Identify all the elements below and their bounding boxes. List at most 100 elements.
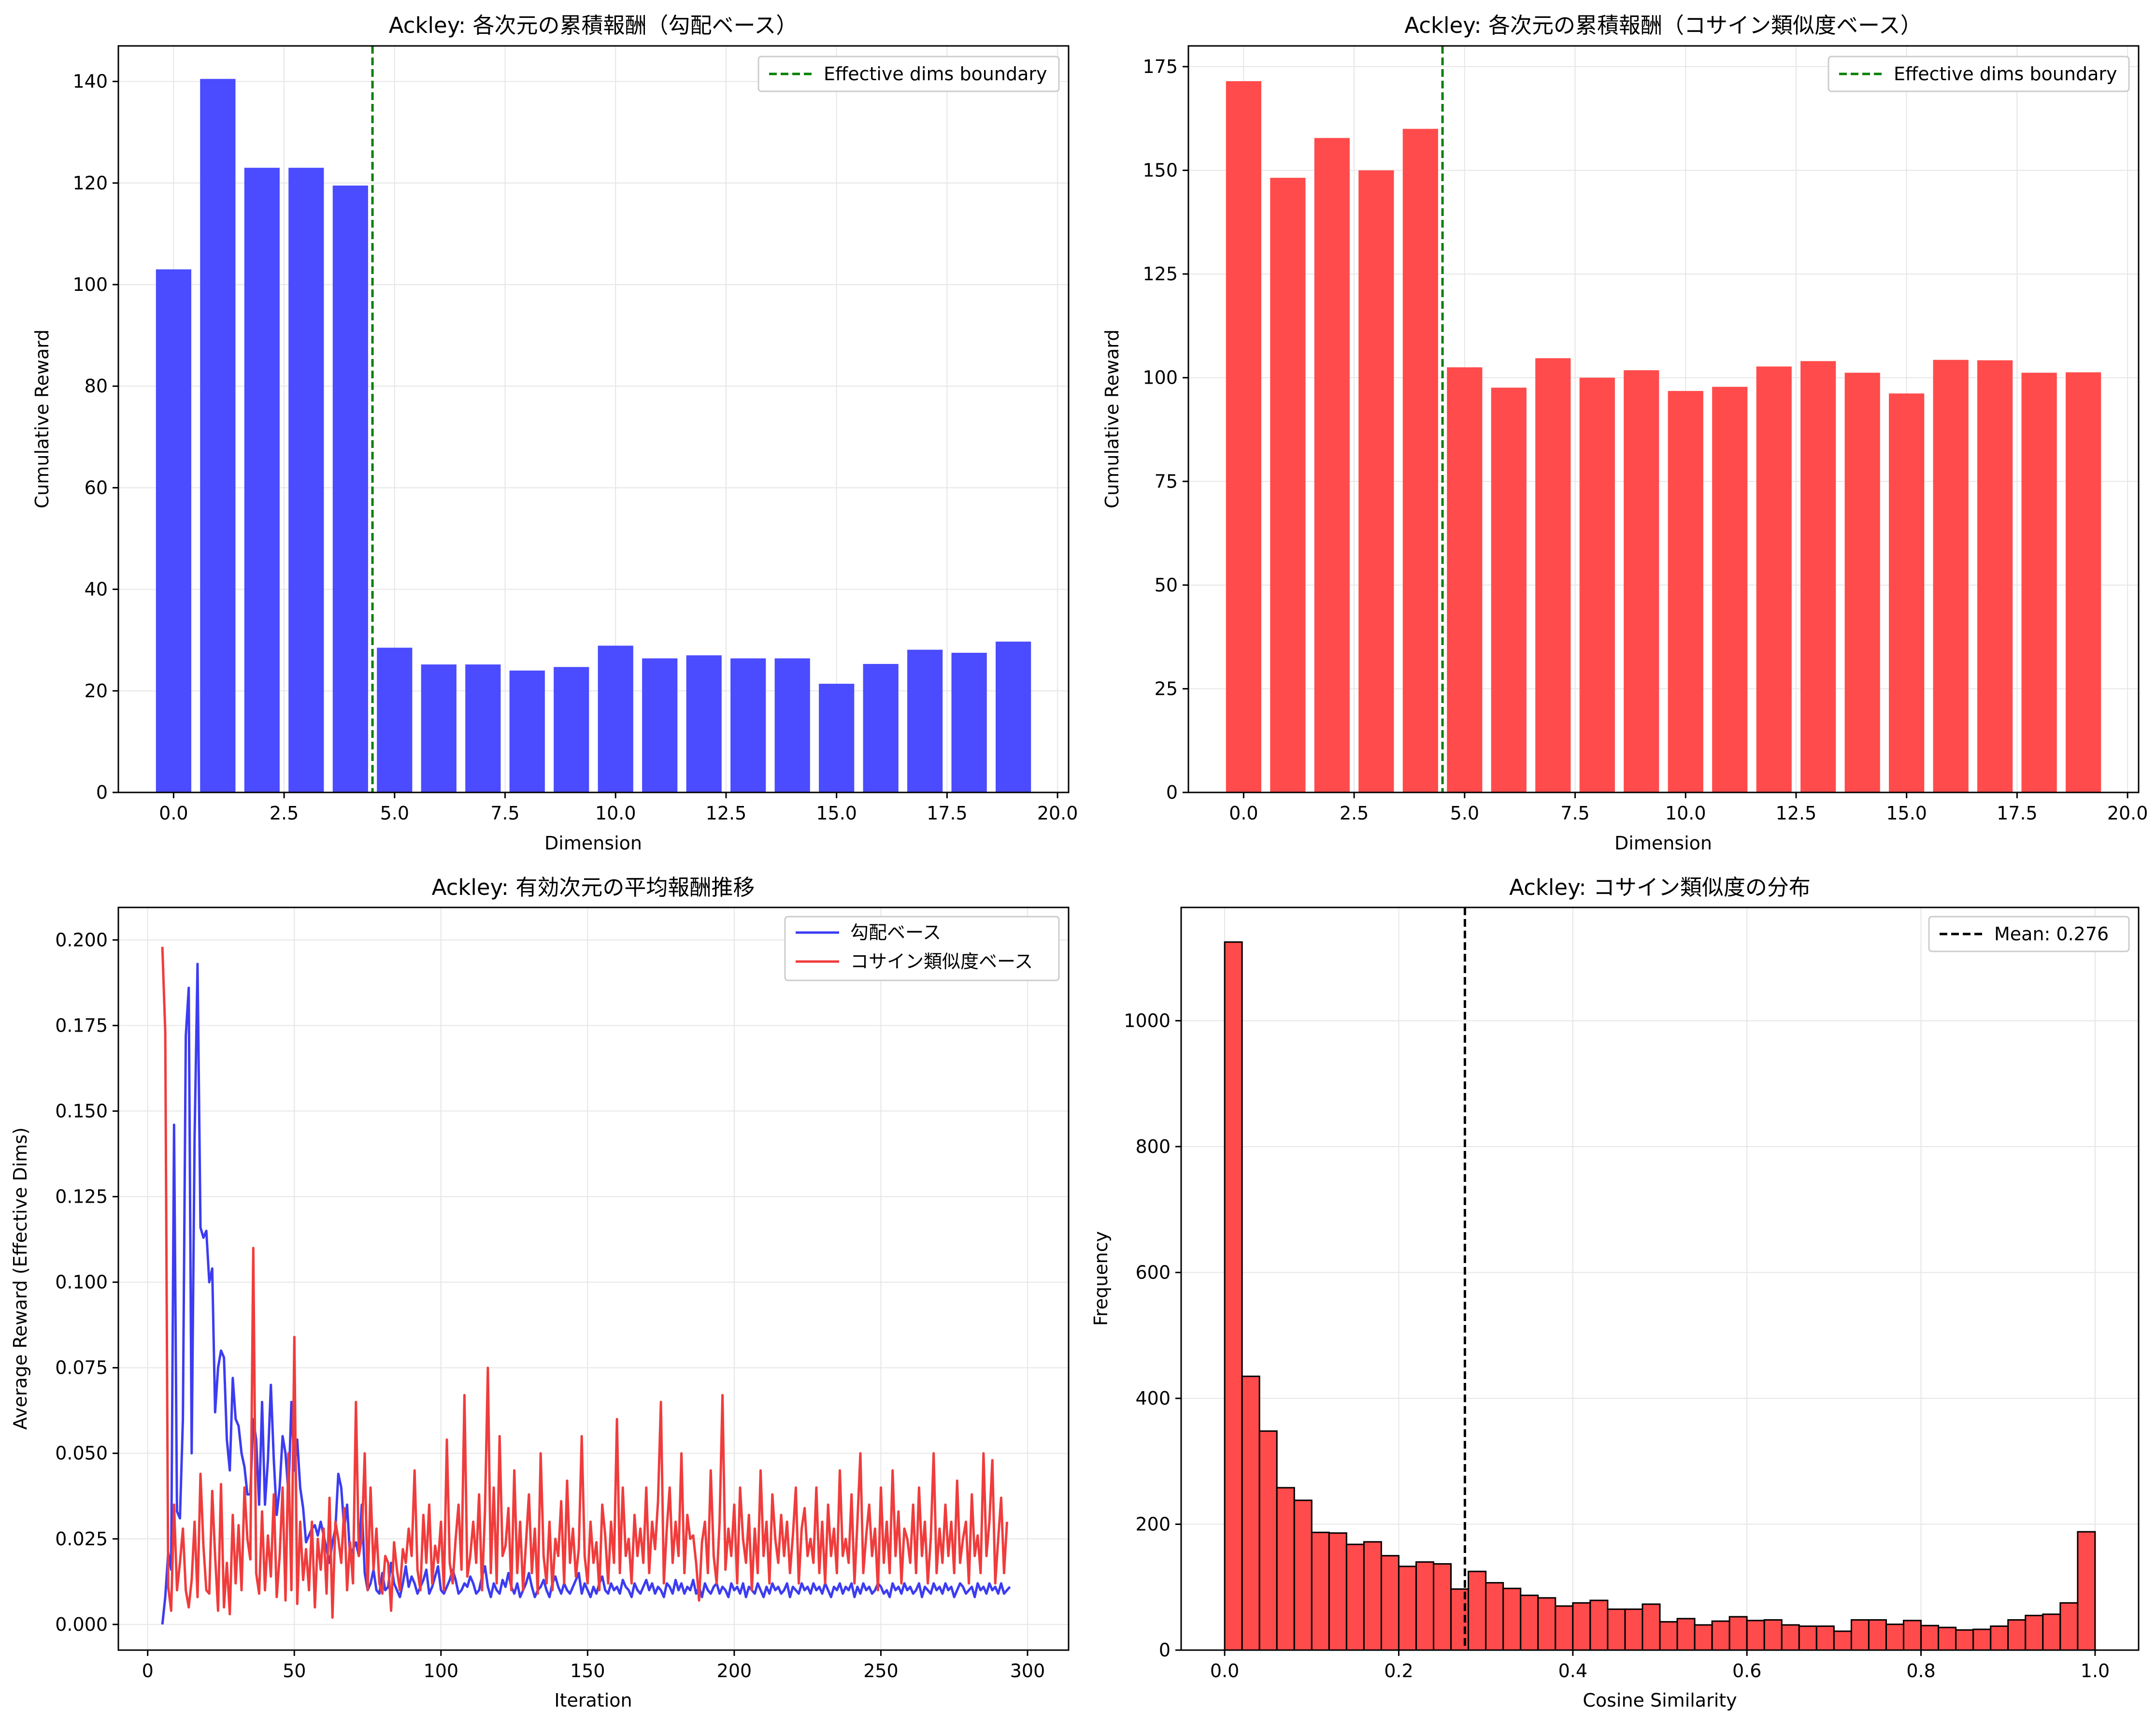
histogram-bar	[1694, 1624, 1713, 1651]
histogram-bar	[1746, 1620, 1765, 1651]
x-tick-label: 0.8	[1906, 1660, 1935, 1682]
x-tick-label: 200	[717, 1660, 752, 1682]
x-tick-label: 300	[1010, 1660, 1045, 1682]
x-ticks: 0 50 100 150 200 250 300	[142, 1650, 1045, 1682]
y-tick-label: 100	[72, 274, 108, 295]
y-tick-label: 0.075	[55, 1357, 108, 1379]
y-tick-label: 20	[85, 680, 108, 702]
legend-box	[784, 916, 1060, 981]
bar	[774, 658, 810, 792]
histogram-bar	[1485, 1582, 1504, 1651]
bar	[1624, 370, 1659, 792]
y-tick-label: 0	[1159, 1639, 1171, 1661]
axes-frame	[1180, 906, 2140, 1651]
y-tick-label: 0.175	[55, 1015, 108, 1036]
y-tick-label: 0.025	[55, 1528, 108, 1550]
bars	[1226, 81, 2101, 793]
panel-cosine-bars: 0.0 2.5 5.0 7.5 10.0 12.5 15.0 17.5 20.0 0 25 50 75…	[1101, 13, 2148, 854]
bar	[863, 664, 899, 792]
legend-label-boundary: Effective dims boundary	[824, 63, 1047, 85]
legend-label-cosine: コサイン類似度ベース	[850, 951, 1033, 972]
panel-title: Ackley: 各次元の累積報酬（コサイン類似度ベース）	[1404, 13, 1922, 38]
bar	[1712, 387, 1748, 792]
x-ticks: 0.0 2.5 5.0 7.5 10.0 12.5 15.0 17.5 20.0	[159, 792, 1078, 824]
x-tick-label: 7.5	[490, 803, 519, 824]
y-tick-label: 120	[72, 172, 108, 194]
y-ticks: 0 200 400 600 800 1000	[1124, 1010, 1181, 1661]
x-tick-label: 2.5	[1340, 803, 1369, 824]
x-tick-label: 15.0	[816, 803, 857, 824]
axes-frame	[1187, 45, 2140, 793]
histogram-bar	[2007, 1619, 2027, 1651]
histogram-bar	[1433, 1563, 1452, 1651]
y-axis-label: Frequency	[1090, 1231, 1112, 1326]
histogram-bar	[1920, 1624, 1940, 1651]
x-tick-label: 0.0	[1210, 1660, 1239, 1682]
legend-label-boundary: Effective dims boundary	[1894, 63, 2117, 85]
y-tick-label: 0.050	[55, 1443, 108, 1464]
x-ticks: 0.0 2.5 5.0 7.5 10.0 12.5 15.0 17.5 20.0	[1229, 792, 2148, 824]
bar	[1491, 388, 1527, 792]
bar	[642, 658, 678, 792]
y-tick-label: 150	[1142, 160, 1178, 181]
bar	[1800, 361, 1836, 792]
x-tick-label: 20.0	[2107, 803, 2148, 824]
x-tick-label: 20.0	[1037, 803, 1078, 824]
x-tick-label: 0.6	[1732, 1660, 1761, 1682]
panel-cosine-histogram: 0.0 0.2 0.4 0.6 0.8 1.0 0 200 400 600 800 1000 Ack…	[1090, 875, 2140, 1711]
histogram-bar	[1293, 1499, 1313, 1651]
y-tick-label: 175	[1142, 56, 1178, 77]
histogram-bar	[1555, 1605, 1574, 1651]
series-line-gradient	[161, 963, 1011, 1625]
bar	[730, 658, 766, 792]
histogram-bar	[1468, 1570, 1487, 1651]
histogram-bar	[1520, 1595, 1539, 1651]
bar	[2021, 373, 2057, 792]
histogram-bar	[1328, 1532, 1347, 1651]
x-tick-label: 12.5	[1776, 803, 1817, 824]
histogram-bar	[1868, 1619, 1887, 1651]
histogram-bar	[1815, 1625, 1835, 1651]
histogram-bar	[1659, 1621, 1678, 1651]
bar	[1668, 391, 1703, 792]
histogram-bar	[1502, 1587, 1522, 1651]
legend: Effective dims boundary	[1828, 56, 2130, 92]
bar	[1402, 129, 1438, 793]
histogram-bar	[1885, 1624, 1905, 1651]
bar	[819, 684, 855, 792]
bar	[421, 664, 457, 792]
histogram-bar	[2077, 1531, 2096, 1651]
histogram-bar	[1972, 1628, 1992, 1651]
x-tick-label: 7.5	[1560, 803, 1589, 824]
histogram-bar	[1676, 1618, 1696, 1651]
y-tick-label: 140	[72, 71, 108, 92]
x-tick-label: 10.0	[595, 803, 636, 824]
y-tick-label: 40	[85, 579, 108, 600]
bar	[686, 655, 722, 792]
bar	[1579, 377, 1615, 792]
y-tick-label: 25	[1155, 678, 1178, 699]
bar	[288, 168, 324, 793]
legend-box	[757, 56, 1060, 92]
histogram-bar	[1833, 1630, 1852, 1651]
histogram-bar	[2042, 1613, 2061, 1651]
y-ticks: 0 25 50 75 100 125 150 175	[1142, 56, 1188, 803]
bar	[1447, 367, 1483, 792]
x-tick-label: 12.5	[706, 803, 747, 824]
bar	[465, 664, 501, 792]
lines	[161, 947, 1011, 1625]
bar	[200, 79, 236, 793]
y-tick-label: 200	[1135, 1513, 1171, 1535]
x-axis-label: Iteration	[554, 1690, 632, 1711]
y-tick-label: 0.100	[55, 1272, 108, 1293]
bar	[1535, 358, 1571, 792]
y-tick-label: 600	[1135, 1262, 1171, 1283]
panel-gradient-bars: 0.0 2.5 5.0 7.5 10.0 12.5 15.0 17.5 20.0 0 20 40 60…	[31, 13, 1078, 854]
bar	[332, 186, 368, 792]
y-tick-label: 60	[85, 477, 108, 498]
y-tick-label: 75	[1155, 471, 1178, 492]
histogram-bar	[1537, 1597, 1556, 1651]
plot-area	[118, 907, 1069, 1650]
histogram-bar	[1903, 1620, 1922, 1651]
y-tick-label: 0	[96, 782, 108, 803]
